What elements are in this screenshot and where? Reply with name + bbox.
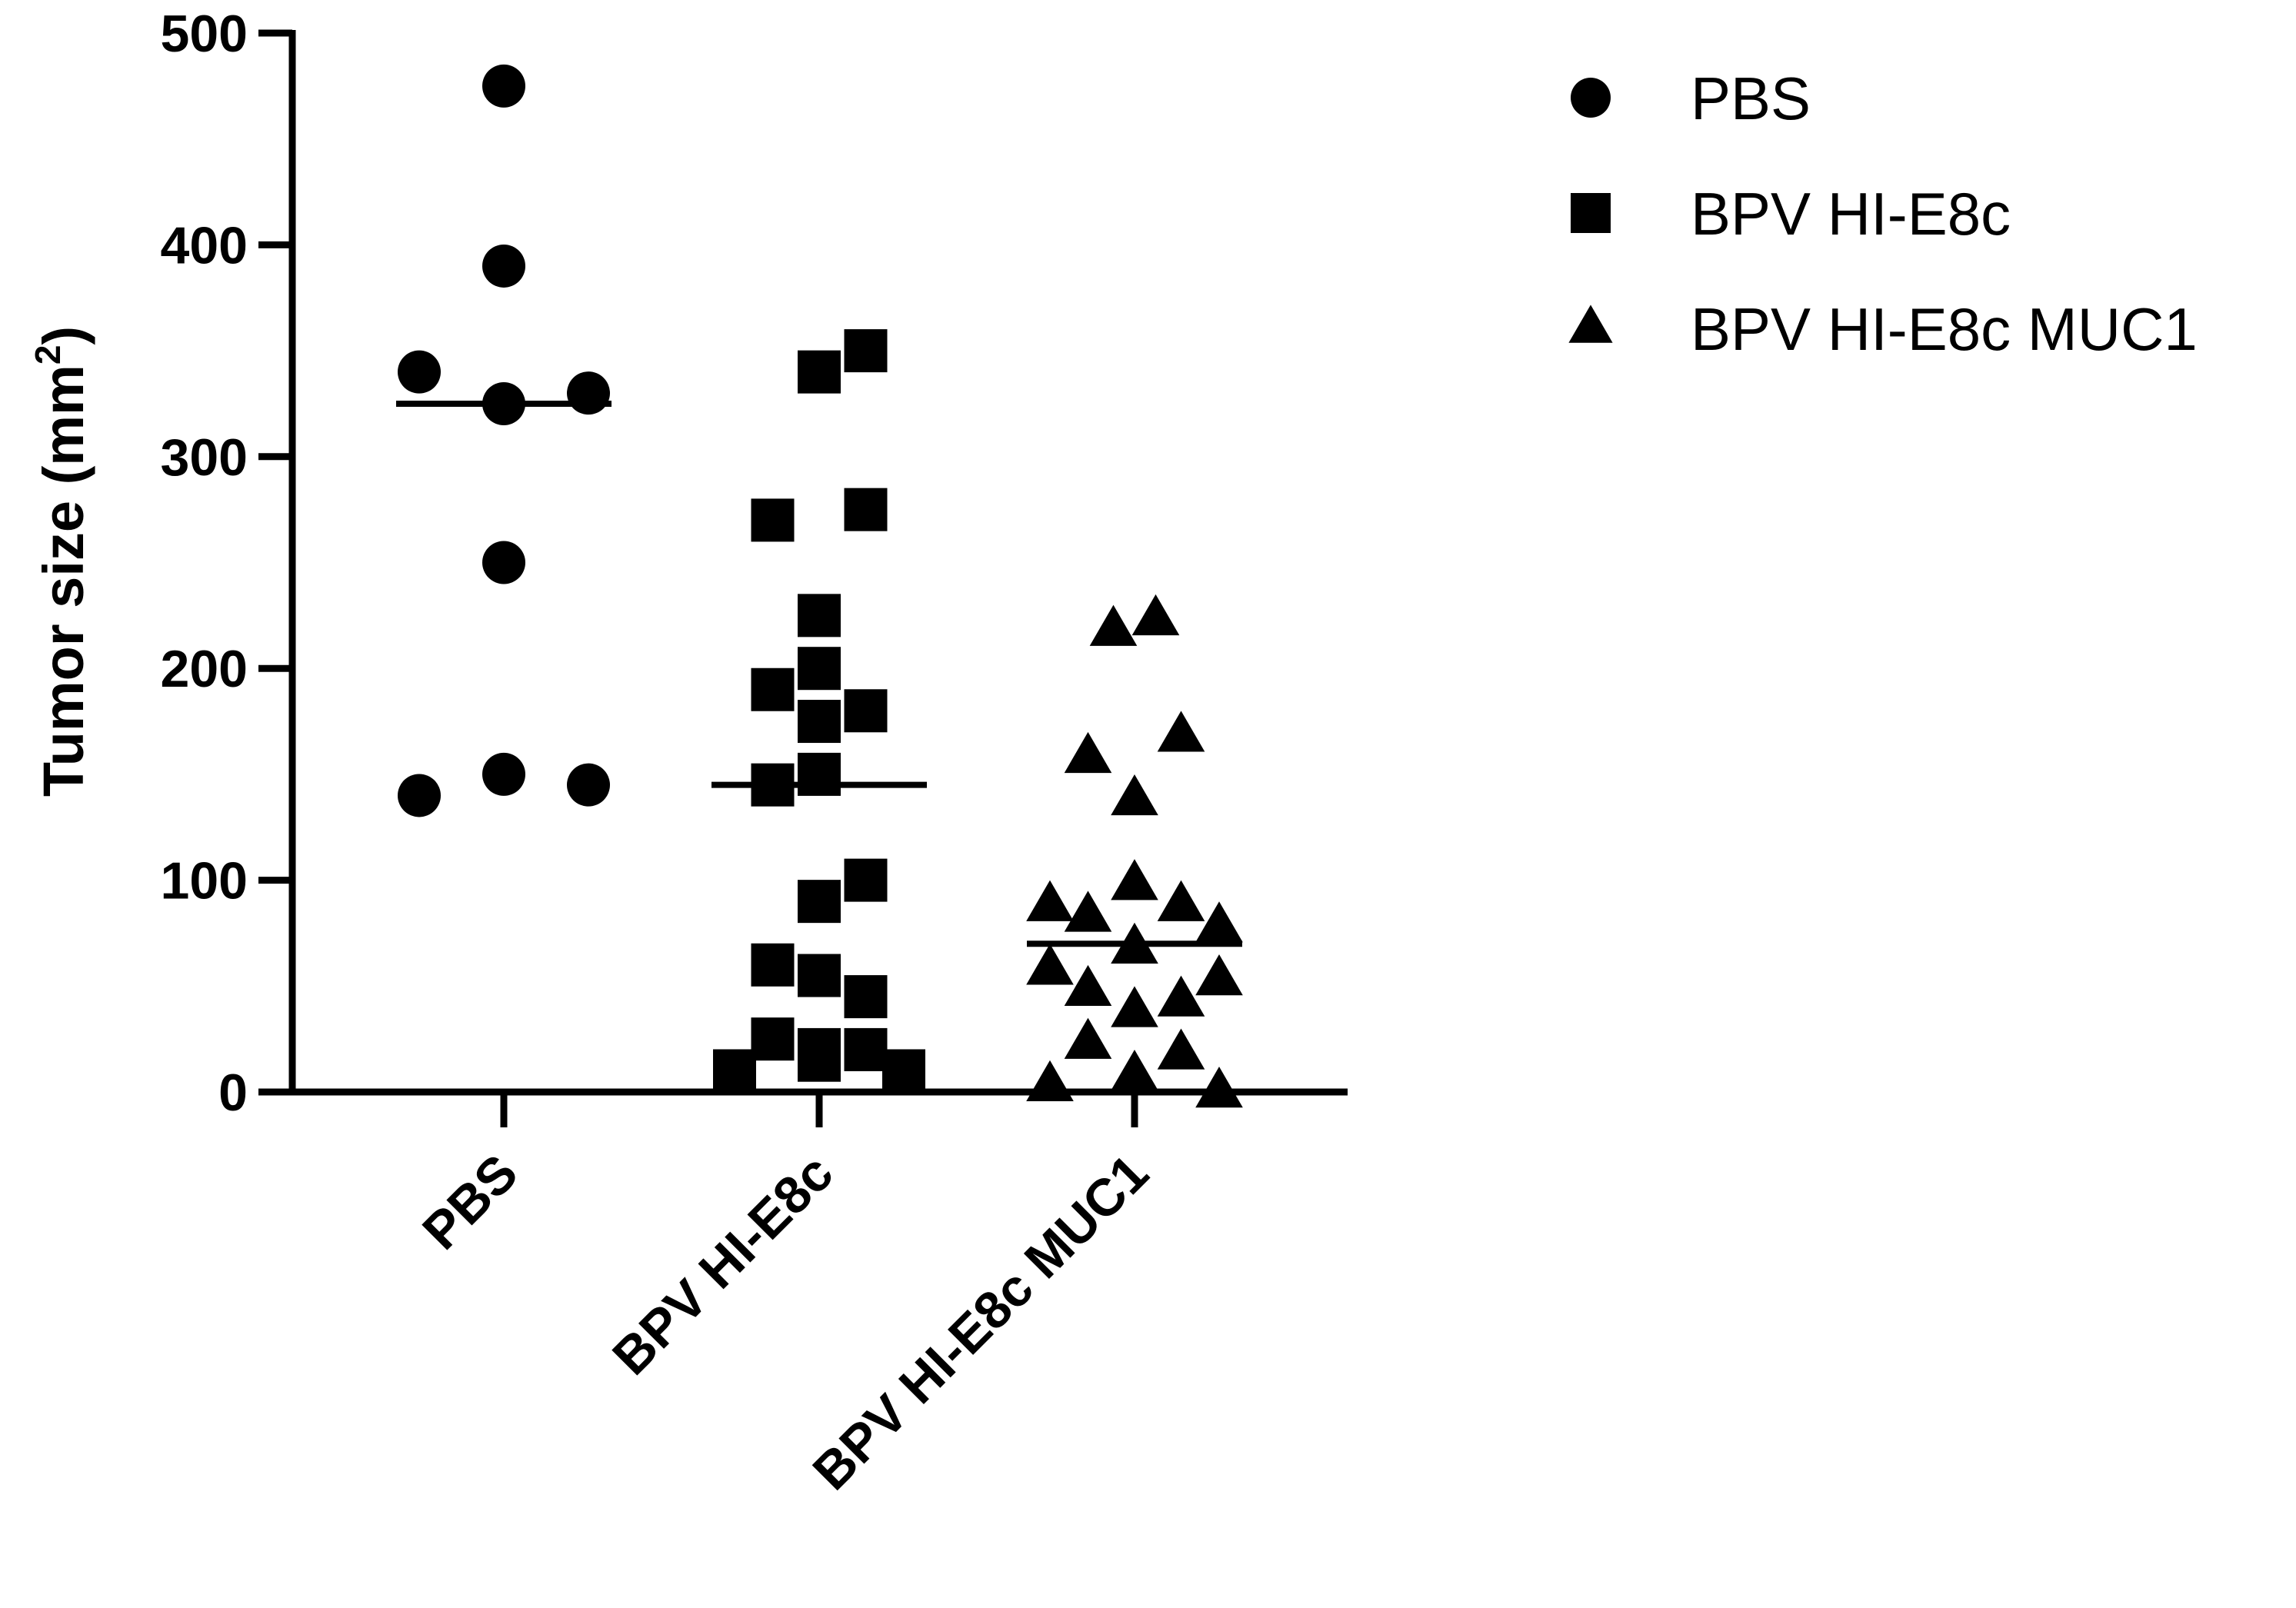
data-point-circle: [482, 64, 525, 108]
y-tick-label: 300: [161, 428, 248, 487]
data-point-square: [844, 975, 888, 1019]
data-point-circle: [482, 541, 525, 584]
x-category-label: BPV HI-E8c MUC1: [801, 1144, 1159, 1501]
data-point-square: [798, 700, 841, 744]
data-point-square: [798, 594, 841, 638]
data-point-circle: [398, 350, 441, 394]
median-lines: [396, 400, 1242, 947]
data-point-circle: [567, 371, 610, 415]
data-point-circle: [482, 752, 525, 796]
legend-label: BPV HI-E8c: [1691, 180, 2011, 248]
data-point-square: [798, 880, 841, 924]
data-point-triangle: [1111, 774, 1158, 816]
legend-label: PBS: [1691, 65, 1811, 132]
legend: PBS BPV HI-E8c BPV HI-E8c MUC1: [1568, 65, 2198, 363]
data-point-triangle: [1157, 975, 1205, 1017]
data-point-triangle: [1111, 859, 1158, 901]
data-point-triangle: [1131, 594, 1180, 636]
data-point-square: [713, 1049, 756, 1093]
data-point-triangle: [1026, 880, 1074, 921]
data-point-triangle: [1157, 1028, 1205, 1070]
data-point-triangle: [1026, 1060, 1074, 1101]
data-point-square: [751, 943, 795, 987]
data-point-square: [798, 1038, 841, 1082]
x-category-label: BPV HI-E8c: [601, 1144, 845, 1387]
y-axis-title: Tumor size (mm2): [28, 326, 95, 797]
y-axis-title-text: Tumor size (mm: [32, 365, 95, 797]
data-point-square: [844, 329, 888, 373]
data-point-triangle: [1195, 954, 1243, 996]
data-point-triangle: [1157, 711, 1205, 752]
data-point-square: [798, 647, 841, 691]
data-point-square: [882, 1049, 925, 1093]
data-point-triangle: [1111, 986, 1158, 1027]
data-point-circle: [398, 774, 441, 817]
data-points: [398, 64, 1243, 1108]
y-axis-title-superscript: 2: [28, 345, 68, 365]
data-point-square: [751, 668, 795, 711]
data-point-square: [844, 488, 888, 531]
y-tick-label: 100: [161, 852, 248, 911]
data-point-square: [798, 350, 841, 394]
y-axis-title-suffix: ): [32, 326, 95, 345]
data-point-triangle: [1026, 944, 1074, 985]
data-point-triangle: [1195, 1067, 1243, 1108]
data-point-square: [844, 858, 888, 902]
data-point-triangle: [1064, 1017, 1112, 1059]
data-point-square: [844, 1027, 888, 1071]
data-point-triangle: [1195, 901, 1243, 943]
data-point-triangle: [1064, 964, 1112, 1007]
y-tick-label: 500: [161, 5, 248, 63]
axes: [288, 30, 1348, 1096]
data-point-triangle: [1064, 731, 1112, 774]
data-point-circle: [482, 244, 525, 288]
data-point-triangle: [1089, 604, 1138, 646]
data-point-square: [798, 752, 841, 796]
data-point-triangle: [1111, 1049, 1158, 1091]
y-axis-ticks: 0 100 200 300 400 500: [161, 5, 292, 1122]
legend-marker-circle: [1571, 78, 1611, 118]
y-tick-label: 0: [218, 1064, 248, 1122]
y-tick-label: 400: [161, 216, 248, 275]
data-point-square: [751, 1017, 795, 1061]
data-point-triangle: [1064, 891, 1112, 932]
data-point-square: [844, 689, 888, 733]
y-tick-label: 200: [161, 640, 248, 698]
data-point-circle: [567, 763, 610, 807]
data-point-triangle: [1157, 880, 1205, 921]
data-point-square: [798, 954, 841, 997]
legend-label: BPV HI-E8c MUC1: [1691, 295, 2198, 363]
x-category-label: PBS: [412, 1144, 529, 1261]
data-point-square: [751, 498, 795, 542]
legend-marker-triangle: [1568, 305, 1613, 343]
legend-marker-square: [1571, 193, 1611, 233]
